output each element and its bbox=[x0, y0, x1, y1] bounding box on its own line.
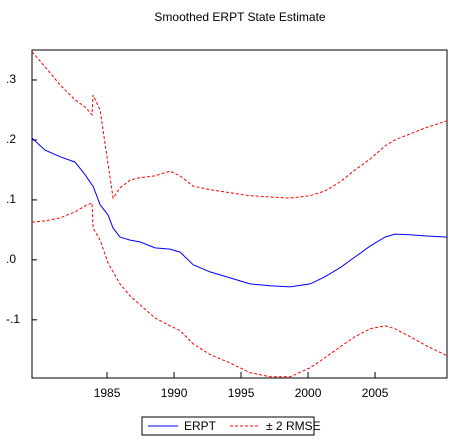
y-tick-label: .2 bbox=[6, 132, 16, 146]
chart-title: Smoothed ERPT State Estimate bbox=[154, 10, 326, 24]
y-tick-label: .1 bbox=[6, 192, 16, 206]
series-line bbox=[31, 51, 448, 200]
x-tick-label: 2005 bbox=[362, 386, 389, 400]
legend-label: ERPT bbox=[184, 419, 217, 433]
plot-frame bbox=[31, 49, 448, 379]
x-tick-label: 1990 bbox=[161, 386, 188, 400]
y-tick-label: .0 bbox=[6, 252, 16, 266]
legend-box bbox=[141, 416, 315, 436]
y-tick-label: .3 bbox=[6, 72, 16, 86]
series-line bbox=[31, 202, 448, 378]
legend-label: ± 2 RMSE bbox=[266, 419, 321, 433]
x-tick-label: 2000 bbox=[295, 386, 322, 400]
x-tick-label: 1995 bbox=[228, 386, 255, 400]
x-tick-label: 1985 bbox=[94, 386, 121, 400]
y-tick-label: -.1 bbox=[6, 312, 20, 326]
series-line bbox=[31, 137, 448, 288]
